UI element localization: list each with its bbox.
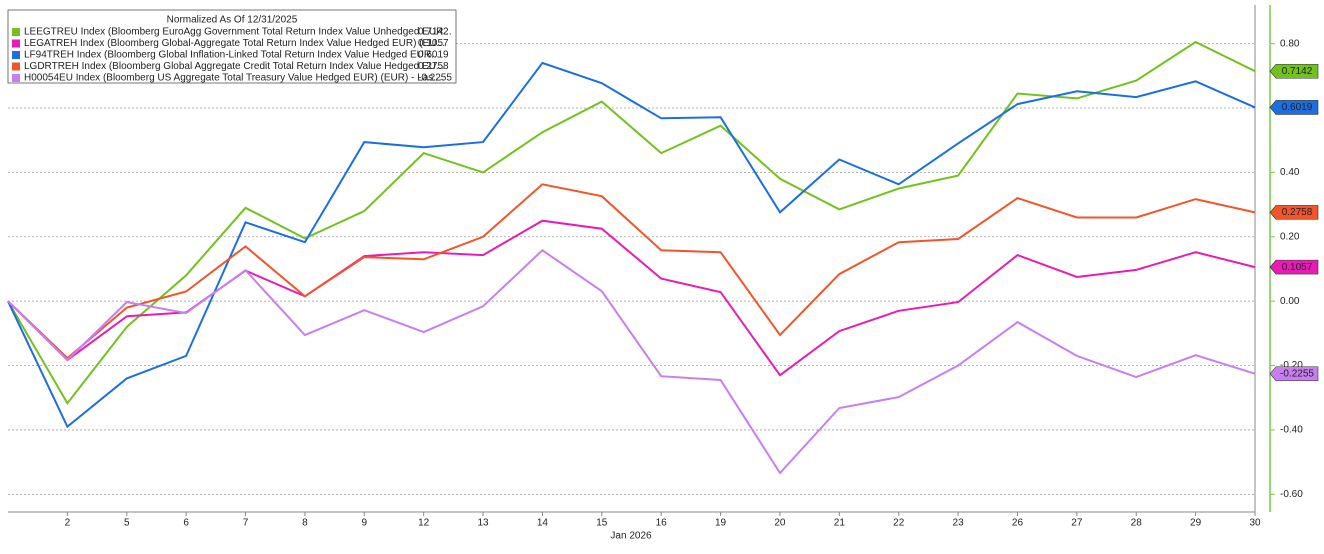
- x-tick-label: 28: [1131, 518, 1143, 529]
- legend-value: 0.1057: [418, 38, 449, 49]
- series-line: [7, 183, 1256, 360]
- x-tick-label: 6: [183, 518, 189, 529]
- x-tick-label: 8: [302, 518, 308, 529]
- x-tick-label: 5: [124, 518, 130, 529]
- series-line: [7, 219, 1256, 377]
- y-tick-label: 0.20: [1280, 231, 1300, 242]
- value-tag-label: -0.2255: [1280, 368, 1314, 379]
- x-tick-label: 9: [362, 518, 368, 529]
- x-tick-label: 19: [715, 518, 727, 529]
- legend-swatch: [12, 51, 20, 59]
- value-tag-label: 0.6019: [1282, 102, 1313, 113]
- x-tick-label: 26: [1012, 518, 1024, 529]
- x-tick-label: 27: [1071, 518, 1083, 529]
- series-line: [7, 40, 1256, 405]
- legend-value: 0.2758: [418, 61, 449, 72]
- legend-label: LEGATREH Index (Bloomberg Global-Aggrega…: [24, 38, 445, 49]
- value-tag-label: 0.1057: [1282, 262, 1313, 273]
- legend-label: H00054EU Index (Bloomberg US Aggregate T…: [24, 73, 442, 84]
- legend-value: 0.6019: [418, 50, 449, 61]
- x-tick-label: 15: [596, 518, 608, 529]
- x-tick-label: 20: [774, 518, 786, 529]
- x-tick-label: 14: [537, 518, 549, 529]
- legend-label: LF94TREH Index (Bloomberg Global Inflati…: [24, 50, 439, 61]
- value-tag: [1269, 100, 1319, 115]
- y-tick-label: 0.80: [1280, 38, 1300, 49]
- x-tick-label: 16: [656, 518, 668, 529]
- legend-swatch: [12, 74, 20, 82]
- value-tag: [1269, 259, 1319, 275]
- y-tick-label: -0.60: [1280, 489, 1303, 500]
- x-tick-label: 21: [834, 518, 846, 529]
- legend-value: -0.2255: [418, 73, 452, 84]
- x-tick-label: 7: [243, 518, 249, 529]
- x-tick-label: 23: [953, 518, 965, 529]
- x-tick-label: 12: [418, 518, 430, 529]
- legend-value: 0.7142: [418, 27, 449, 38]
- x-tick-label: 30: [1249, 518, 1261, 529]
- series-line: [7, 61, 1256, 429]
- y-tick-label: -0.40: [1280, 425, 1303, 436]
- y-tick-label: -0.20: [1280, 360, 1303, 371]
- value-tag-label: 0.7142: [1282, 66, 1313, 77]
- y-tick-label: 0.00: [1280, 296, 1300, 307]
- x-tick-label: 22: [893, 518, 905, 529]
- legend-box: [7, 9, 457, 84]
- legend-swatch: [12, 62, 20, 71]
- value-tag: [1269, 205, 1319, 220]
- legend-swatch: [12, 28, 20, 36]
- value-tag: [1269, 366, 1319, 382]
- value-tag: [1269, 63, 1319, 79]
- x-tick-label: 2: [65, 518, 71, 529]
- series-line: [7, 249, 1256, 475]
- value-tag-label: 0.2758: [1282, 207, 1313, 218]
- legend-title: Normalized As Of 12/31/2025: [167, 15, 298, 26]
- legend-swatch: [12, 39, 20, 48]
- x-tick-label: 29: [1190, 518, 1202, 529]
- x-tick-label: 13: [477, 518, 489, 529]
- x-axis-label: Jan 2026: [610, 531, 652, 542]
- legend-label: LEEGTREU Index (Bloomberg EuroAgg Govern…: [24, 27, 452, 38]
- y-tick-label: 0.40: [1280, 167, 1300, 178]
- legend-label: LGDRTREH Index (Bloomberg Global Aggrega…: [24, 61, 444, 72]
